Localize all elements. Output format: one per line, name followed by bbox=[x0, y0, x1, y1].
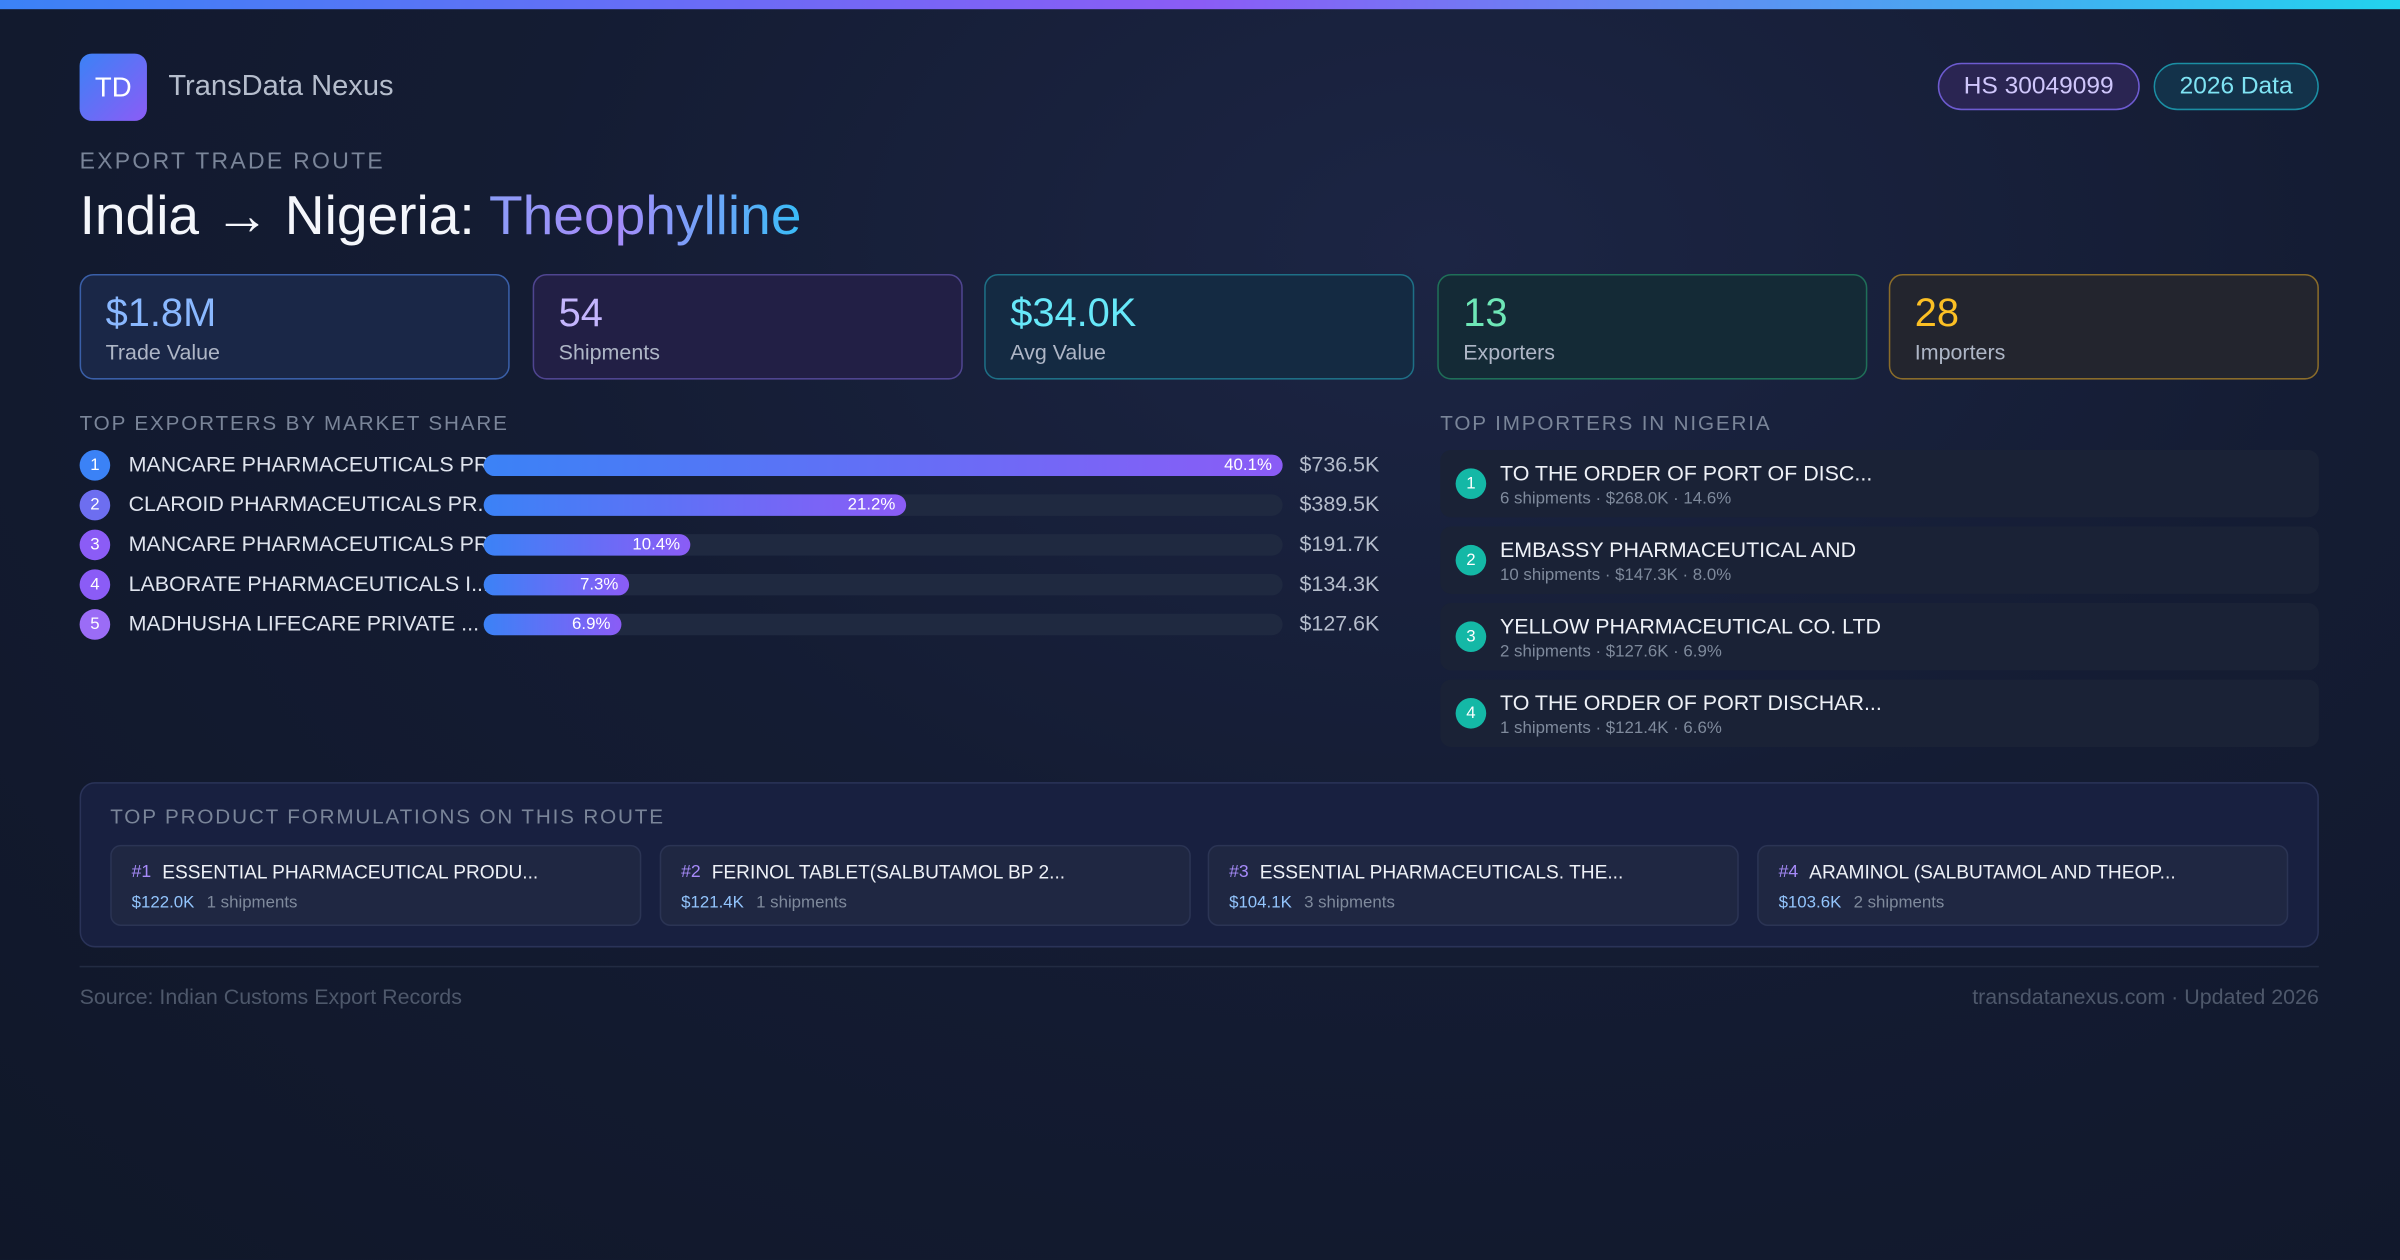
stat-label: Exporters bbox=[1463, 339, 1555, 365]
importer-card[interactable]: 4 TO THE ORDER OF PORT DISCHAR... 1 shipme… bbox=[1440, 679, 2319, 747]
exporter-value: $191.7K bbox=[1299, 531, 1380, 556]
exporter-value: $389.5K bbox=[1299, 491, 1380, 516]
section-heading: TOP IMPORTERS IN NIGERIA bbox=[1440, 411, 1772, 435]
share-label: 6.9% bbox=[572, 615, 611, 634]
importer-name: TO THE ORDER OF PORT DISCHAR... bbox=[1500, 690, 1882, 715]
bar-track: 21.2% bbox=[483, 494, 1283, 516]
stat-value: 13 bbox=[1463, 289, 1508, 336]
logo: TD bbox=[79, 53, 147, 121]
eyebrow: EXPORT TRADE ROUTE bbox=[79, 148, 386, 175]
formulation-value: $104.1K bbox=[1229, 893, 1292, 913]
year-badge[interactable]: 2026 Data bbox=[2153, 62, 2319, 111]
stat-label: Importers bbox=[1914, 339, 2006, 365]
importer-name: YELLOW PHARMACEUTICAL CO. LTD bbox=[1500, 613, 1882, 639]
formulation-shipments: 2 shipments bbox=[1853, 893, 1945, 913]
formulation-card[interactable]: #2 FERINOL TABLET(SALBUTAMOL BP 2... $121.… bbox=[659, 844, 1191, 927]
rank-badge: 4 bbox=[1455, 697, 1487, 729]
stat-card: $1.8M Trade Value bbox=[79, 273, 510, 380]
importer-card[interactable]: 3 YELLOW PHARMACEUTICAL CO. LTD 2 shipment… bbox=[1440, 603, 2319, 671]
share-bar: 7.3% bbox=[483, 573, 630, 596]
formulation-shipments: 1 shipments bbox=[206, 893, 298, 913]
exporter-name: MADHUSHA LIFECARE PRIVATE ... bbox=[128, 610, 480, 636]
formulation-value: $103.6K bbox=[1778, 893, 1842, 913]
exporter-value: $134.3K bbox=[1299, 570, 1380, 596]
importer-detail: 10 shipments · $147.3K · 8.0% bbox=[1500, 566, 1732, 585]
exporter-name: CLAROID PHARMACEUTICALS PR... bbox=[128, 491, 496, 516]
accent-bar bbox=[0, 0, 2400, 10]
divider bbox=[79, 965, 2319, 968]
stat-value: 28 bbox=[1914, 289, 1960, 336]
formulation-name: ESSENTIAL PHARMACEUTICALS. THE... bbox=[1259, 861, 1624, 884]
importer-card[interactable]: 1 TO THE ORDER OF PORT OF DISC... 6 shipme… bbox=[1440, 450, 2319, 518]
exporter-name: MANCARE PHARMACEUTICALS PR... bbox=[128, 451, 508, 477]
formulation-value: $121.4K bbox=[681, 893, 744, 913]
share-bar: 40.1% bbox=[483, 454, 1283, 477]
section-heading: TOP EXPORTERS BY MARKET SHARE bbox=[79, 411, 509, 435]
importer-detail: 1 shipments · $121.4K · 6.6% bbox=[1500, 719, 1722, 738]
rank-badge: 3 bbox=[79, 529, 111, 561]
product: Theophylline bbox=[489, 183, 802, 247]
route: India → Nigeria: bbox=[79, 183, 475, 247]
section-heading: TOP PRODUCT FORMULATIONS ON THIS ROUTE bbox=[110, 805, 665, 829]
rank-badge: 2 bbox=[1455, 544, 1487, 576]
share-label: 7.3% bbox=[580, 575, 619, 594]
stat-value: $34.0K bbox=[1010, 289, 1137, 336]
exporter-name: MANCARE PHARMACEUTICALS PR... bbox=[128, 531, 508, 556]
formulation-card[interactable]: #1 ESSENTIAL PHARMACEUTICAL PRODU... $122.… bbox=[110, 844, 642, 927]
importer-detail: 6 shipments · $268.0K · 14.6% bbox=[1500, 489, 1732, 509]
rank-badge: 5 bbox=[79, 609, 111, 640]
share-bar: 6.9% bbox=[483, 613, 622, 636]
importer-detail: 2 shipments · $127.6K · 6.9% bbox=[1500, 642, 1722, 662]
importer-name: TO THE ORDER OF PORT OF DISC... bbox=[1500, 460, 1873, 486]
stat-card: 54 Shipments bbox=[532, 273, 963, 380]
rank-badge: 3 bbox=[1455, 621, 1487, 653]
formulation-rank: #4 bbox=[1778, 863, 1799, 882]
share-bar: 10.4% bbox=[483, 534, 691, 556]
stat-card: 13 Exporters bbox=[1437, 273, 1868, 380]
footer-source: Source: Indian Customs Export Records bbox=[79, 984, 462, 1009]
footer-site[interactable]: transdatanexus.com · Updated 2026 bbox=[1972, 984, 2319, 1009]
share-label: 10.4% bbox=[632, 535, 681, 555]
formulation-rank: #2 bbox=[681, 863, 701, 882]
stat-card: $34.0K Avg Value bbox=[984, 273, 1415, 380]
formulation-shipments: 1 shipments bbox=[756, 893, 847, 913]
hs-badge[interactable]: HS 30049099 bbox=[1937, 62, 2140, 111]
bar-track: 7.3% bbox=[483, 573, 1283, 596]
rank-badge: 1 bbox=[79, 450, 111, 481]
formulation-name: FERINOL TABLET(SALBUTAMOL BP 2... bbox=[711, 861, 1066, 884]
formulation-name: ESSENTIAL PHARMACEUTICAL PRODU... bbox=[162, 861, 539, 884]
rank-badge: 4 bbox=[79, 569, 111, 600]
bar-track: 40.1% bbox=[483, 454, 1283, 477]
brand-name: TransData Nexus bbox=[168, 70, 394, 103]
stat-value: $1.8M bbox=[105, 289, 217, 336]
importer-card[interactable]: 2 EMBASSY PHARMACEUTICAL AND 10 shipments … bbox=[1440, 526, 2319, 594]
stat-value: 54 bbox=[558, 289, 603, 336]
formulation-card[interactable]: #4 ARAMINOL (SALBUTAMOL AND THEOP... $103.… bbox=[1757, 844, 2289, 927]
stat-card: 28 Importers bbox=[1888, 273, 2319, 380]
share-label: 40.1% bbox=[1224, 456, 1272, 475]
formulation-rank: #3 bbox=[1229, 863, 1249, 882]
exporter-value: $127.6K bbox=[1299, 610, 1380, 636]
exporter-value: $736.5K bbox=[1299, 451, 1380, 477]
bar-track: 6.9% bbox=[483, 613, 1283, 636]
share-bar: 21.2% bbox=[483, 494, 907, 516]
formulation-name: ARAMINOL (SALBUTAMOL AND THEOP... bbox=[1809, 861, 2176, 884]
stat-label: Avg Value bbox=[1010, 339, 1106, 365]
formulation-shipments: 3 shipments bbox=[1304, 893, 1395, 913]
formulation-value: $122.0K bbox=[131, 893, 195, 913]
rank-badge: 1 bbox=[1455, 468, 1487, 499]
share-label: 21.2% bbox=[847, 495, 896, 515]
rank-badge: 2 bbox=[79, 489, 111, 521]
stat-label: Trade Value bbox=[105, 339, 220, 365]
formulation-card[interactable]: #3 ESSENTIAL PHARMACEUTICALS. THE... $104.… bbox=[1207, 844, 1739, 927]
formulation-rank: #1 bbox=[131, 863, 152, 882]
exporter-name: LABORATE PHARMACEUTICALS I... bbox=[128, 570, 489, 596]
stat-label: Shipments bbox=[558, 339, 660, 365]
bar-track: 10.4% bbox=[483, 534, 1283, 556]
page-title: India → Nigeria: Theophylline bbox=[80, 184, 802, 248]
importer-name: EMBASSY PHARMACEUTICAL AND bbox=[1500, 537, 1857, 562]
